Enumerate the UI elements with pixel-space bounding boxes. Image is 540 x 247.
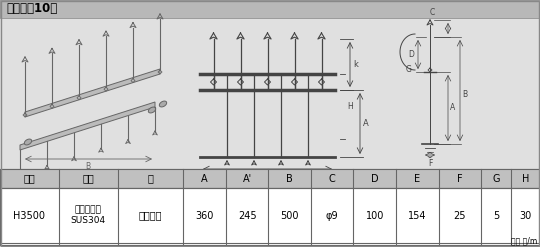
Text: G: G	[492, 173, 500, 184]
Text: B: B	[85, 162, 91, 171]
Ellipse shape	[159, 101, 167, 107]
Ellipse shape	[148, 107, 156, 113]
Text: H: H	[347, 102, 353, 111]
Text: E: E	[414, 173, 420, 184]
Text: A': A'	[242, 173, 252, 184]
Text: F: F	[457, 173, 463, 184]
Text: 忍び返し10型: 忍び返し10型	[6, 2, 57, 16]
Text: 500: 500	[280, 210, 299, 221]
Text: 245: 245	[238, 210, 256, 221]
Bar	[0, 0, 540, 18]
Text: 5: 5	[492, 210, 499, 221]
Text: D: D	[371, 173, 379, 184]
Bar	[0, 188, 540, 243]
Text: 100: 100	[366, 210, 384, 221]
Text: ステンレス
SUS304: ステンレス SUS304	[71, 206, 106, 225]
Text: 材質: 材質	[83, 173, 94, 184]
Text: C: C	[329, 173, 335, 184]
Bar	[0, 18, 540, 169]
Text: 単位 ㎜/m: 単位 ㎜/m	[511, 236, 537, 245]
Text: A: A	[450, 103, 455, 112]
Text: H3500: H3500	[14, 210, 45, 221]
Text: A: A	[363, 119, 369, 128]
Ellipse shape	[24, 139, 32, 145]
Text: 品番: 品番	[24, 173, 35, 184]
Text: 色: 色	[147, 173, 153, 184]
Text: B: B	[286, 173, 293, 184]
Polygon shape	[20, 102, 155, 150]
Bar	[0, 169, 540, 245]
Text: 25: 25	[454, 210, 466, 221]
Text: φ9: φ9	[326, 210, 339, 221]
Bar	[0, 169, 540, 188]
Text: 磨き仕上: 磨き仕上	[139, 210, 163, 221]
Text: H: H	[522, 173, 529, 184]
Text: 30: 30	[519, 210, 531, 221]
Text: 154: 154	[408, 210, 427, 221]
Text: C: C	[429, 8, 435, 17]
Text: B: B	[462, 90, 467, 99]
Text: a: a	[265, 171, 270, 180]
Text: k: k	[353, 60, 358, 69]
Text: F: F	[428, 159, 432, 168]
Text: 360: 360	[195, 210, 214, 221]
Text: D: D	[408, 50, 414, 59]
Polygon shape	[25, 69, 160, 117]
Text: A: A	[201, 173, 208, 184]
Text: G: G	[406, 65, 412, 75]
